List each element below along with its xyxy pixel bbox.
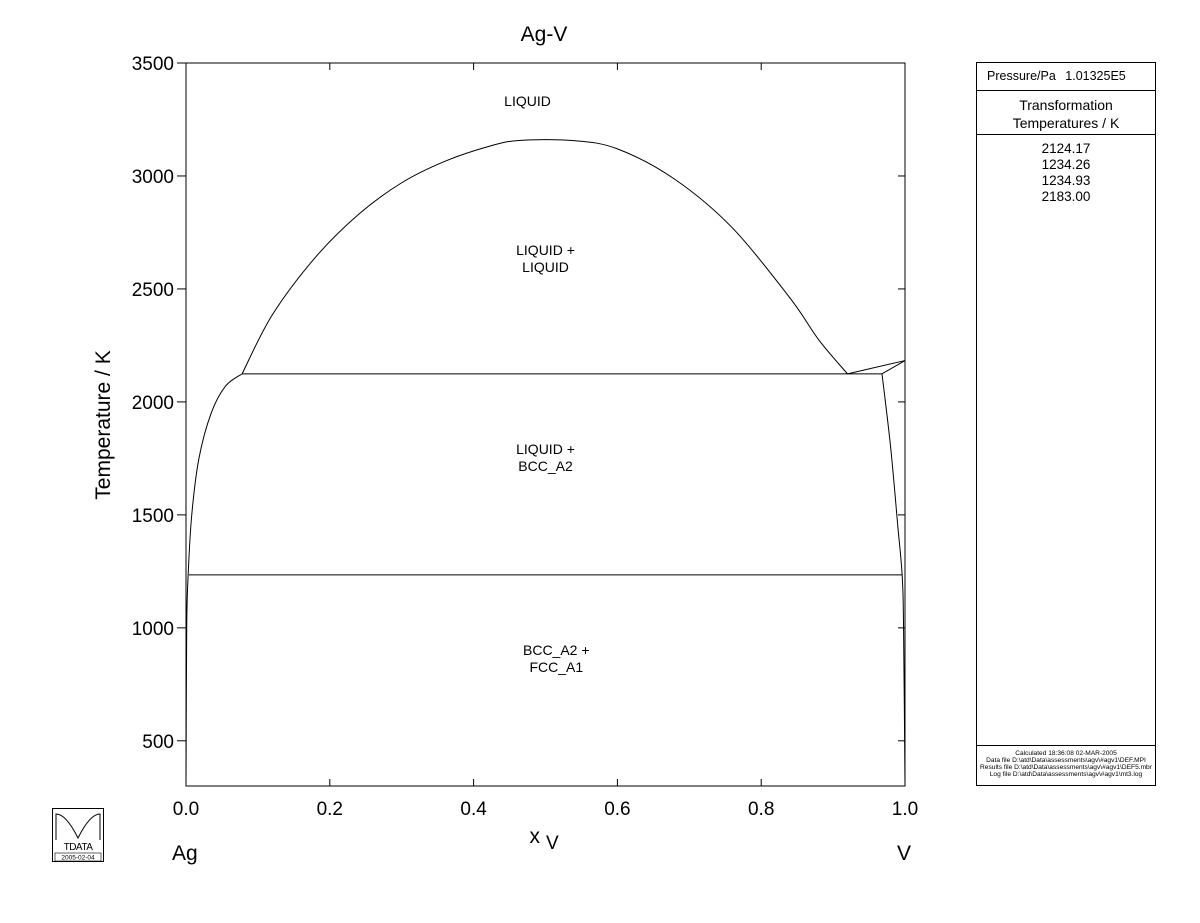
right-component-label: V bbox=[897, 842, 911, 865]
x-tick-label: 0.6 bbox=[604, 799, 630, 820]
y-tick-label: 1500 bbox=[132, 506, 174, 527]
x-tick-label: 0.2 bbox=[317, 799, 343, 820]
calculated-line: Calculated 18:36:08 02-MAR-2005 bbox=[1015, 750, 1117, 757]
y-tick-label: 3500 bbox=[132, 54, 174, 75]
y-axis: 500 1000 1500 2000 2500 3000 3500 bbox=[132, 54, 905, 753]
phase-region-label: LIQUID + BCC_A2 bbox=[516, 441, 575, 474]
svg-text:TDATA: TDATA bbox=[64, 842, 94, 853]
plot-border bbox=[185, 62, 906, 787]
temperature-value: 2124.17 bbox=[1041, 141, 1091, 156]
y-axis-label: Temperature / K bbox=[92, 350, 115, 499]
results-file-line: Results file D:\atd\Data\assessments\agv… bbox=[980, 764, 1152, 771]
y-tick-label: 2500 bbox=[132, 280, 174, 301]
y-tick-label: 2000 bbox=[132, 393, 174, 414]
temperature-value: 1234.26 bbox=[1041, 157, 1091, 172]
phase-boundaries bbox=[185, 139, 906, 787]
y-tick-label: 500 bbox=[142, 732, 174, 753]
plot-frame bbox=[185, 62, 906, 787]
y-tick-label: 3000 bbox=[132, 167, 174, 188]
temperature-value: 1234.93 bbox=[1041, 173, 1091, 188]
x-axis-label: x bbox=[530, 825, 541, 848]
log-file-line: Log file D:\atd\Data\assessments\agv\#ag… bbox=[989, 771, 1143, 778]
phase-boundary-line bbox=[881, 373, 906, 787]
phase-boundary-line bbox=[241, 139, 848, 375]
pressure-label: Pressure/Pa bbox=[987, 69, 1056, 83]
phase-diagram: 0.0 0.2 0.4 0.6 0.8 1.0 500 1000 1500 2000 2500 30… bbox=[92, 23, 918, 865]
calculation-info: Calculated 18:36:08 02-MAR-2005 Data fil… bbox=[977, 745, 1155, 785]
phase-region-label: LIQUID + LIQUID bbox=[516, 242, 575, 275]
logo-date: 2005-02-04 bbox=[61, 855, 95, 862]
chart-title: Ag-V bbox=[521, 23, 568, 46]
pressure-value: 1.01325E5 bbox=[1065, 69, 1126, 83]
mtdata-logo: TDATA 2005-02-04 bbox=[52, 808, 104, 862]
temperature-value: 2183.00 bbox=[1041, 189, 1091, 204]
phase-region-label: BCC_A2 + FCC_A1 bbox=[523, 642, 590, 675]
pressure-row: Pressure/Pa 1.01325E5 bbox=[977, 63, 1155, 91]
legend-panel: Pressure/Pa 1.01325E5 Transformation Tem… bbox=[976, 62, 1156, 786]
y-tick-label: 1000 bbox=[132, 619, 174, 640]
x-axis: 0.0 0.2 0.4 0.6 0.8 1.0 bbox=[173, 63, 918, 820]
x-axis-label-subscript: V bbox=[546, 833, 559, 854]
phase-boundary-line bbox=[847, 360, 906, 375]
phase-boundary-line bbox=[185, 373, 243, 787]
left-component-label: Ag bbox=[172, 842, 198, 865]
x-tick-label: 0.0 bbox=[173, 799, 199, 820]
x-tick-label: 0.4 bbox=[460, 799, 487, 820]
phase-boundary-line bbox=[881, 360, 906, 375]
legend-heading: Transformation Temperatures / K bbox=[977, 91, 1155, 135]
transformation-temperatures: 2124.17 1234.26 1234.93 2183.00 bbox=[977, 135, 1155, 205]
phase-region-label: LIQUID bbox=[504, 93, 551, 109]
legend-heading-line1: Transformation bbox=[1019, 97, 1113, 113]
x-tick-label: 1.0 bbox=[892, 799, 918, 820]
data-file-line: Data file D:\atd\Data\assessments\agv\#a… bbox=[986, 757, 1146, 764]
x-tick-label: 0.8 bbox=[748, 799, 774, 820]
phase-region-labels: LIQUID LIQUID + LIQUID LIQUID + BCC_A2 BCC_A2… bbox=[504, 93, 589, 675]
legend-heading-line2: Temperatures / K bbox=[1012, 115, 1120, 131]
